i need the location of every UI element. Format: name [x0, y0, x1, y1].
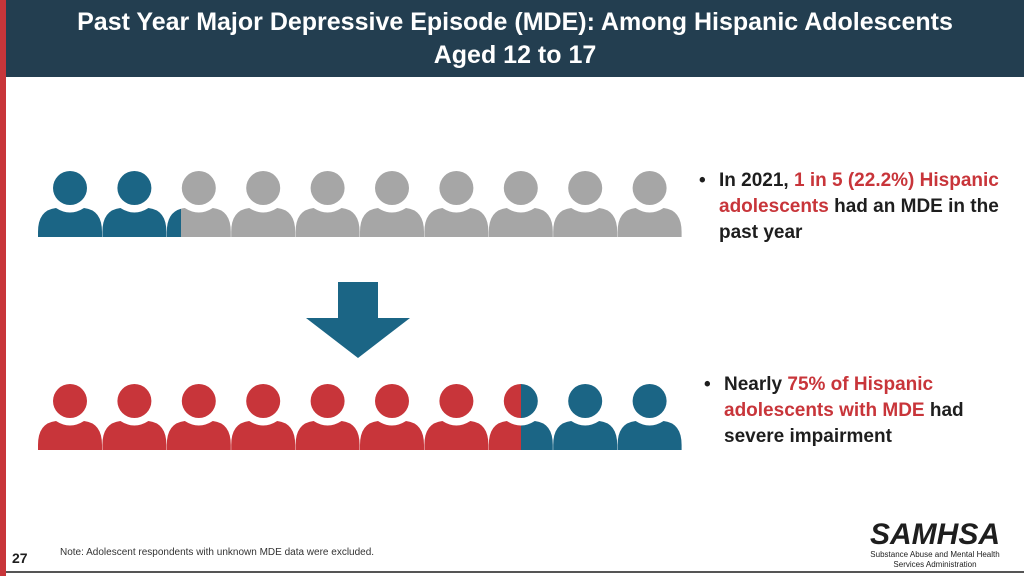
bullet-mde-prevalence: In 2021, 1 in 5 (22.2%) Hispanic adolesc… — [699, 168, 1009, 246]
bullet1-highlight: 1 in 5 (22.2%) Hispanic adolescents — [719, 170, 999, 217]
samhsa-logo: SAMHSA Substance Abuse and Mental Health… — [870, 520, 1000, 570]
bullet-severe-impairment: Nearly 75% of Hispanic adolescents with … — [704, 372, 1024, 450]
logo-subtitle-1: Substance Abuse and Mental Health — [870, 550, 1000, 559]
person-icon — [38, 384, 102, 450]
title-line-1: Past Year Major Depressive Episode (MDE)… — [77, 7, 953, 36]
person-icon — [231, 384, 296, 450]
bullet2-post: had severe impairment — [724, 400, 964, 447]
footnote: Note: Adolescent respondents with unknow… — [60, 547, 375, 558]
bullet1-post: had an MDE in the past year — [719, 196, 999, 243]
person-icon — [102, 171, 167, 237]
people-row-teal-gray — [38, 168, 682, 238]
person-icon — [424, 384, 489, 450]
title-line-2: Aged 12 to 17 — [433, 40, 597, 69]
person-icon — [38, 171, 102, 237]
person-icon — [617, 384, 682, 450]
footer-divider — [6, 571, 1024, 573]
title-bar: Past Year Major Depressive Episode (MDE)… — [6, 0, 1024, 77]
person-icon — [295, 384, 360, 450]
person-icon — [166, 208, 181, 237]
people-icons-row-1 — [38, 171, 682, 237]
bullet2-pre: Nearly — [724, 374, 788, 395]
down-arrow-icon — [306, 282, 410, 363]
people-row-red-teal — [38, 381, 682, 451]
person-icon — [553, 384, 618, 450]
person-icon — [553, 171, 618, 237]
person-icon — [424, 171, 489, 237]
person-icon — [617, 171, 682, 237]
people-icons-row-2 — [38, 384, 682, 450]
person-icon — [360, 384, 424, 450]
person-icon — [360, 171, 424, 237]
person-icon — [102, 384, 167, 450]
logo-wordmark: SAMHSA — [869, 518, 1000, 551]
bullet1-pre: In 2021, — [719, 170, 794, 191]
person-icon — [231, 171, 296, 237]
bullet2-highlight: 75% of Hispanic adolescents with MDE — [724, 374, 934, 421]
person-icon — [295, 171, 360, 237]
person-icon — [180, 171, 231, 237]
person-icon — [488, 171, 553, 237]
person-icon — [166, 384, 231, 450]
person-icon — [521, 384, 553, 450]
page-number: 27 — [12, 550, 28, 566]
person-icon — [488, 384, 521, 450]
left-accent-stripe — [0, 0, 6, 576]
logo-subtitle-2: Services Administration — [893, 560, 977, 569]
